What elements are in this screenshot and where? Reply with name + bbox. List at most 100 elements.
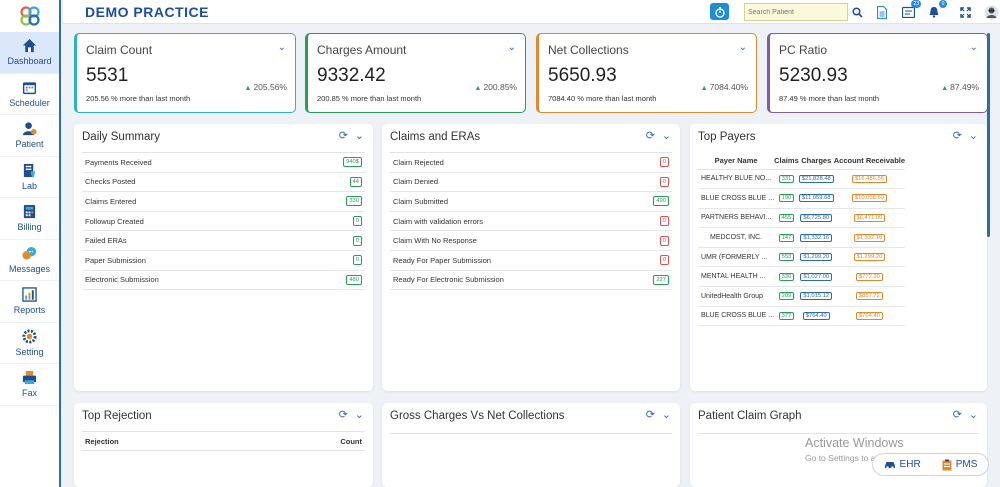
table-row[interactable]: HEALTHY BLUE NO... 331 $21,828.48 $16,486.5… — [698, 169, 906, 190]
ar-cell: $1,332.16 — [833, 227, 906, 248]
patient-icon — [22, 122, 37, 136]
ar-badge: $16,486.56 — [851, 174, 887, 183]
sidebar-item-label: Dashboard — [7, 56, 52, 67]
chevron-down-icon[interactable]: ⌄ — [968, 409, 978, 421]
ar-badge: $1,299.20 — [853, 253, 886, 262]
sidebar: Dashboard Scheduler Patient Lab Billing … — [0, 0, 61, 487]
refresh-icon[interactable]: ⟳ — [645, 130, 655, 142]
ar-badge: $764.40 — [855, 311, 883, 320]
list-item: Claims Entered 330 — [82, 192, 365, 212]
kpi-footer: 205.56 % more than last month — [86, 94, 191, 103]
inbox-icon — [901, 6, 915, 18]
user-avatar[interactable] — [982, 3, 1000, 21]
charges-cell: $21,828.48 — [798, 169, 834, 190]
list-item[interactable]: Claim with validation errors 0 — [390, 212, 672, 232]
chevron-down-icon[interactable]: ⌄ — [968, 130, 978, 142]
charges-cell: $1,015.12 — [798, 286, 834, 307]
sidebar-item-messages[interactable]: Messages — [0, 240, 59, 281]
ehr-pms-switcher: EHR PMS — [872, 453, 989, 476]
car-icon — [884, 462, 895, 469]
messages-header-button[interactable]: 23 — [899, 0, 921, 21]
chevron-down-icon[interactable]: ⌄ — [354, 130, 364, 142]
ar-cell: $10,058.60 — [833, 188, 906, 209]
charges-badge: $1,332.16 — [800, 233, 833, 242]
ar-cell: $772.20 — [833, 266, 906, 288]
sidebar-item-label: Setting — [15, 346, 44, 357]
search-button[interactable] — [849, 3, 866, 21]
refresh-icon[interactable]: ⟳ — [338, 130, 348, 142]
chevron-down-icon[interactable]: ⌄ — [661, 409, 671, 421]
claims-badge: 209 — [778, 292, 795, 301]
document-button[interactable] — [873, 3, 891, 21]
kpi-charges-amount: Charges Amount 9332.42 ▲ 200.85% 200.85 %… — [305, 33, 526, 113]
ar-cell: $16,486.56 — [833, 169, 906, 190]
notifications-button[interactable]: 0 — [925, 0, 947, 21]
table-row[interactable]: PARTNERS BEHAVI... 455 $6,725.80 $6,471.00 — [698, 208, 906, 229]
sidebar-item-scheduler[interactable]: Scheduler — [0, 74, 59, 115]
count-badge: 0 — [659, 176, 669, 187]
list-item: Payments Received 940$ — [82, 153, 365, 173]
table-row[interactable]: BLUE CROSS BLUE ... 190 $11,059.68 $10,058.… — [698, 188, 906, 209]
list-item[interactable]: Claim Denied 0 — [390, 173, 672, 193]
expand-icon — [959, 6, 971, 18]
kpi-net-collections: Net Collections 5650.93 ▲ 7084.40% 7084.4… — [536, 33, 757, 113]
chevron-down-icon[interactable]: ⌄ — [277, 42, 286, 53]
list-item[interactable]: Claim With No Response 0 — [390, 231, 672, 251]
panel-title: Claims and ERAs — [390, 131, 481, 143]
column-header: Payer Name — [698, 153, 775, 170]
reports-icon — [22, 287, 37, 302]
list-item[interactable]: Claim Rejected 0 — [390, 153, 672, 173]
sidebar-item-fax[interactable]: Fax — [0, 364, 59, 406]
table-row[interactable]: MENTAL HEALTH ... 330 $1,027.00 $772.20 — [698, 266, 906, 288]
kpi-claim-count: Claim Count 5531 ▲ 205.56% 205.56 % more … — [74, 33, 296, 113]
list-item-label: Claim Submitted — [393, 196, 449, 206]
app-logo[interactable] — [0, 0, 59, 32]
sidebar-item-patient[interactable]: Patient — [0, 115, 59, 157]
sidebar-item-setting[interactable]: Setting — [0, 323, 59, 364]
sidebar-item-lab[interactable]: Lab — [0, 157, 59, 198]
sidebar-item-reports[interactable]: Reports — [0, 281, 59, 323]
refresh-icon[interactable]: ⟳ — [952, 409, 962, 421]
list-item[interactable]: Ready For Paper Submission 0 — [390, 251, 672, 271]
clipboard-icon — [942, 459, 952, 470]
table-row[interactable]: MEDCOST, INC. 147 $1,332.16 $1,332.16 — [698, 227, 906, 248]
kpi-title: PC Ratio — [779, 43, 828, 57]
chevron-down-icon[interactable]: ⌄ — [354, 409, 364, 421]
charges-cell: $1,027.00 — [798, 266, 834, 288]
list-item[interactable]: Ready For Electronic Submission 227 — [390, 271, 672, 291]
charges-badge: $764.40 — [802, 311, 830, 320]
chevron-down-icon[interactable]: ⌄ — [507, 42, 516, 53]
search-patient-input[interactable] — [744, 3, 848, 21]
refresh-icon[interactable]: ⟳ — [952, 130, 962, 142]
ehr-switch-button[interactable]: EHR — [884, 459, 921, 470]
sidebar-item-billing[interactable]: Billing — [0, 198, 59, 240]
list-item-label: Claim With No Response — [393, 236, 477, 246]
kpi-change-value: 87.49% — [950, 82, 979, 92]
pms-switch-button[interactable]: PMS — [942, 459, 977, 471]
table-row[interactable]: UMR (FORMERLY ... 553 $1,299.20 $1,299.20 — [698, 247, 906, 268]
claims-cell: 330 — [774, 266, 799, 288]
stopwatch-button[interactable] — [710, 3, 729, 20]
scrollbar[interactable] — [987, 33, 990, 237]
table-row[interactable]: UnitedHealth Group 209 $1,015.12 $887.72 — [698, 286, 906, 307]
up-arrow-icon: ▲ — [244, 85, 252, 92]
chevron-down-icon[interactable]: ⌄ — [738, 42, 747, 53]
divider — [390, 433, 672, 434]
chevron-down-icon[interactable]: ⌄ — [969, 42, 978, 53]
refresh-icon[interactable]: ⟳ — [338, 409, 348, 421]
payer-name: UnitedHealth Group — [698, 286, 775, 307]
column-rejection: Rejection — [85, 437, 119, 446]
refresh-icon[interactable]: ⟳ — [645, 409, 655, 421]
lab-icon — [23, 163, 36, 177]
ar-cell: $6,471.00 — [833, 208, 906, 229]
charges-badge: $1,299.20 — [800, 253, 833, 262]
list-item-label: Claims Entered — [85, 196, 137, 206]
list-item: Failed ERAs 0 — [82, 231, 365, 251]
table-row[interactable]: BLUE CROSS BLUE ... 377 $764.40 $764.40 — [698, 306, 906, 327]
stopwatch-icon — [714, 6, 725, 18]
fullscreen-button[interactable] — [956, 3, 974, 21]
list-item[interactable]: Claim Submitted 490 — [390, 192, 672, 212]
chevron-down-icon[interactable]: ⌄ — [661, 130, 671, 142]
sidebar-item-dashboard[interactable]: Dashboard — [0, 32, 59, 74]
top-header: DEMO PRACTICE 23 0 — [63, 0, 1000, 24]
